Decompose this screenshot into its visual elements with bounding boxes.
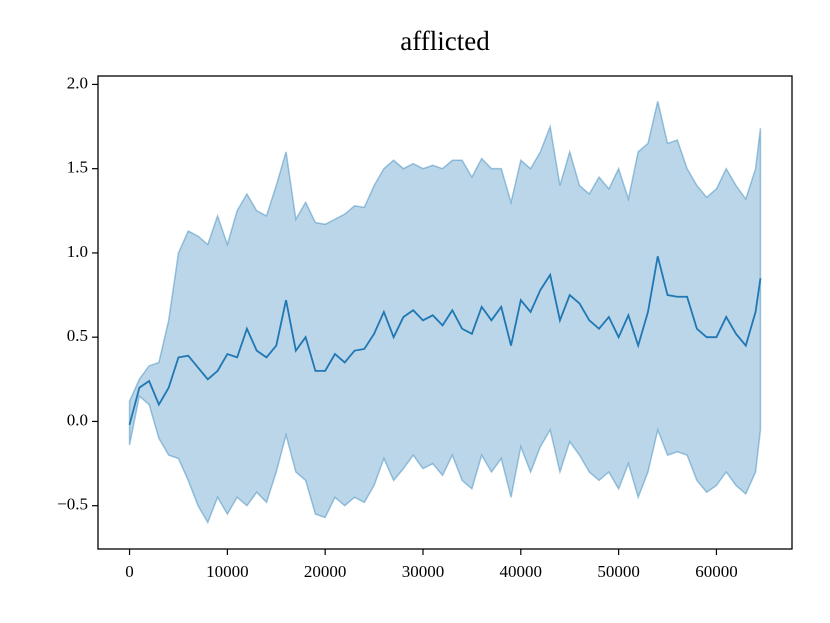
y-tick-label: 0.0 xyxy=(67,410,88,429)
y-tick-label: −0.5 xyxy=(57,495,88,514)
y-tick-label: 1.0 xyxy=(67,242,88,261)
plot-frame xyxy=(97,75,793,550)
y-tick-label: 2.0 xyxy=(67,73,88,92)
x-tick-label: 50000 xyxy=(597,562,640,581)
line xyxy=(128,256,762,426)
x-tick-label: 40000 xyxy=(500,562,543,581)
confidence-band xyxy=(128,101,762,525)
x-tick-label: 0 xyxy=(125,562,134,581)
y-tick-label: 1.5 xyxy=(67,158,88,177)
x-tick-label: 10000 xyxy=(206,562,249,581)
y-tick-label: 0.5 xyxy=(67,326,88,345)
x-tick-label: 30000 xyxy=(402,562,445,581)
chart-title: afflicted xyxy=(400,26,490,56)
x-tick-label: 60000 xyxy=(695,562,738,581)
x-tick-label: 20000 xyxy=(304,562,347,581)
